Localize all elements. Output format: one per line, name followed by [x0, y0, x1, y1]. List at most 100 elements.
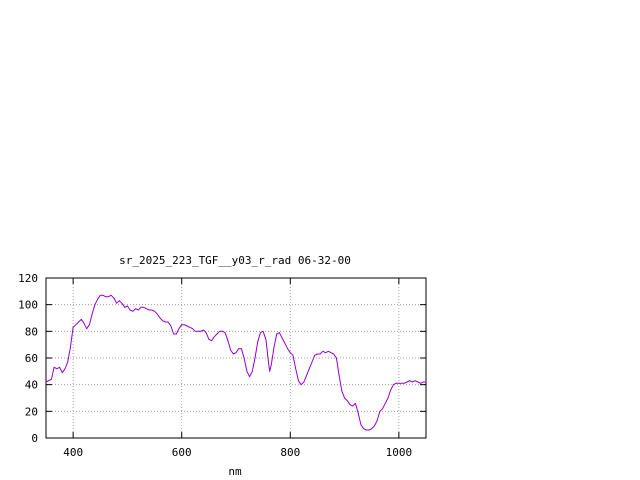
chart-title: sr_2025_223_TGF__y03_r_rad 06-32-00	[119, 254, 351, 267]
data-point	[156, 313, 158, 315]
data-point	[260, 332, 261, 334]
data-point	[295, 368, 297, 370]
data-point	[216, 333, 218, 335]
x-tick-label: 600	[172, 446, 192, 459]
data-point	[341, 390, 343, 392]
data-point	[403, 382, 405, 384]
data-point	[148, 309, 150, 311]
data-point	[222, 330, 223, 332]
data-point	[319, 353, 321, 355]
data-point	[387, 397, 389, 399]
data-point	[284, 342, 286, 344]
y-tick-label: 80	[25, 325, 38, 338]
data-point	[186, 325, 188, 327]
data-point	[300, 384, 302, 386]
data-point	[108, 296, 109, 298]
data-point	[173, 333, 175, 335]
data-point	[99, 294, 101, 296]
data-point	[249, 376, 251, 378]
data-point	[197, 330, 199, 332]
data-point	[273, 346, 275, 348]
data-point	[371, 428, 373, 430]
data-point	[327, 350, 329, 352]
data-point	[135, 308, 137, 310]
data-point	[363, 428, 364, 430]
data-point	[83, 322, 85, 324]
data-point	[365, 429, 367, 431]
data-point	[376, 420, 378, 422]
data-point	[276, 333, 278, 335]
data-point	[241, 348, 242, 350]
data-point	[140, 306, 142, 308]
data-point	[124, 306, 126, 308]
data-point	[338, 374, 340, 376]
data-point	[409, 380, 411, 382]
x-tick-label: 400	[63, 446, 83, 459]
data-point	[53, 366, 55, 368]
data-point	[257, 341, 259, 343]
data-point	[105, 296, 107, 298]
data-point	[243, 357, 245, 359]
data-point	[203, 329, 204, 331]
data-point	[121, 302, 123, 304]
data-point	[401, 382, 402, 384]
data-point	[159, 317, 161, 319]
data-point	[118, 300, 120, 302]
data-point	[355, 402, 356, 404]
x-tick-label: 800	[280, 446, 300, 459]
data-point	[116, 302, 117, 304]
data-point	[308, 368, 310, 370]
data-point	[178, 328, 180, 330]
data-point	[205, 332, 207, 334]
data-point	[67, 361, 69, 363]
y-tick-label: 40	[25, 379, 38, 392]
data-point	[279, 332, 280, 334]
axis-ticks: 0 20 40 60 80 100 120 400 600 800 1000	[18, 272, 426, 459]
data-point	[393, 384, 394, 386]
data-point	[189, 326, 191, 328]
data-point	[368, 429, 370, 431]
data-point	[287, 348, 288, 350]
data-point	[110, 294, 112, 296]
data-point	[384, 402, 386, 404]
data-point	[269, 370, 271, 372]
data-point	[303, 381, 305, 383]
data-point	[298, 380, 299, 382]
data-point	[143, 306, 145, 308]
data-point	[224, 332, 226, 334]
data-point	[390, 389, 392, 391]
data-point	[72, 326, 74, 328]
data-point	[398, 382, 400, 384]
data-point	[246, 370, 248, 372]
data-point	[281, 337, 283, 339]
data-point	[213, 336, 215, 338]
grid-lines	[46, 278, 426, 438]
data-point	[352, 405, 354, 407]
data-point	[382, 408, 383, 410]
data-point	[208, 338, 210, 340]
data-point	[146, 308, 147, 310]
data-point	[129, 309, 131, 311]
data-point	[200, 330, 202, 332]
data-point	[192, 328, 194, 330]
y-tick-label: 20	[25, 405, 38, 418]
data-point	[251, 370, 253, 372]
data-point	[61, 372, 63, 374]
series-layer	[45, 294, 427, 431]
data-point	[89, 324, 90, 326]
x-tick-label: 1000	[386, 446, 413, 459]
data-point	[422, 381, 424, 383]
data-point	[97, 298, 98, 300]
y-tick-label: 100	[18, 299, 38, 312]
data-point	[289, 352, 291, 354]
data-point	[395, 382, 397, 384]
data-point	[357, 412, 359, 414]
data-point	[132, 310, 134, 312]
data-point	[306, 374, 307, 376]
data-point	[425, 381, 427, 383]
y-tick-label: 120	[18, 272, 38, 285]
data-point	[317, 353, 318, 355]
data-point	[184, 324, 185, 326]
data-point	[137, 309, 139, 311]
data-point	[406, 381, 408, 383]
